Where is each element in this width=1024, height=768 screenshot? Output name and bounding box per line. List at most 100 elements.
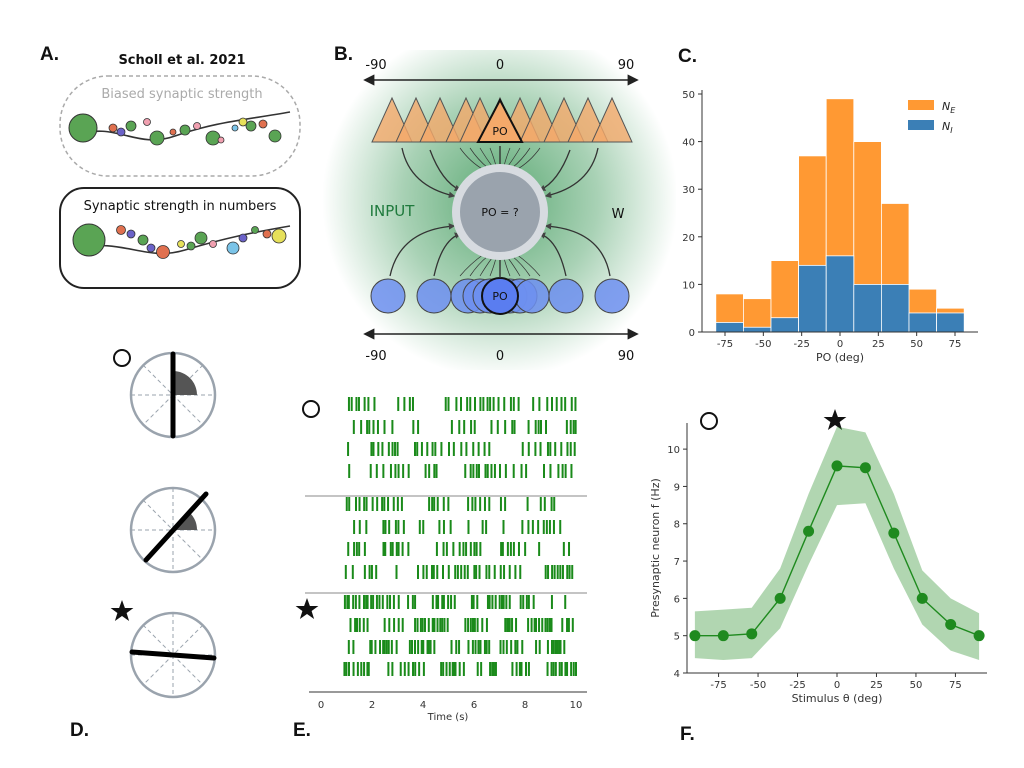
stimulus-vertical [129, 351, 217, 439]
tuning-y-tick-label: 4 [674, 669, 680, 680]
hist-xlabel: PO (deg) [816, 351, 864, 364]
hist-y-tick-label: 10 [682, 280, 695, 291]
panel-a-figure: Scholl et al. 2021 Biased synaptic stren… [59, 53, 301, 289]
tuning-star-icon [823, 409, 847, 430]
tuning-x-tick-label: 0 [834, 680, 840, 691]
histogram-bar-inh-6 [880, 283, 910, 333]
excitatory-po-label: PO [492, 125, 508, 138]
hist-y-tick-label: 0 [689, 328, 695, 339]
tuning-y-tick-label: 5 [674, 632, 680, 643]
hist-y-tick-label: 20 [682, 233, 695, 244]
hist-y-tick-label: 40 [682, 138, 695, 149]
panel-letter-b: B. [334, 44, 353, 65]
bottom-label-left: -90 [365, 349, 386, 364]
legend-swatch-0 [908, 100, 934, 110]
tuning-xlabel: Stimulus θ (deg) [792, 692, 883, 705]
histogram-bar-inh-4 [825, 255, 855, 333]
raster-star-icon [295, 598, 319, 619]
tuning-x-tick-label: 50 [910, 680, 923, 691]
hist-x-tick-label: 0 [837, 339, 843, 350]
tuning-x-tick-label: -75 [710, 680, 726, 691]
hist-x-tick-label: 75 [949, 339, 962, 350]
bottom-label-center: 0 [496, 349, 504, 364]
tuning-point-4 [803, 525, 815, 537]
excitatory-po-neuron [476, 97, 524, 143]
biased-strength-box [59, 75, 301, 177]
tuning-point-2 [746, 628, 758, 640]
circle-icon [113, 349, 131, 367]
bottom-label-right: 90 [618, 349, 635, 364]
tuning-point-3 [774, 592, 786, 604]
top-label-center: 0 [496, 58, 504, 73]
tuning-x-tick-label: 75 [949, 680, 962, 691]
hist-legend: NE NI [908, 100, 956, 135]
raster-tick-8: 8 [522, 700, 528, 711]
postsynaptic-neuron [452, 164, 548, 260]
tuning-curve: -75 -50 -25 0 25 50 75 4 5 6 7 8 9 10 Stimulus θ (deg)… [649, 409, 987, 705]
tuning-point-1 [717, 630, 729, 642]
histogram-bar-inh-1 [743, 326, 772, 333]
moon-icon [128, 470, 138, 490]
tuning-y-tick-label: 10 [667, 445, 680, 456]
tuning-point-10 [973, 630, 985, 642]
panel-letter-f: F. [680, 724, 695, 745]
tuning-point-7 [888, 527, 900, 539]
histogram-bar-inh-5 [853, 283, 882, 333]
hist-y-tick-label: 50 [682, 90, 695, 101]
raster-tick-0: 0 [318, 700, 324, 711]
tuning-y-tick-label: 6 [674, 594, 680, 605]
top-label-right: 90 [618, 58, 635, 73]
legend-label-0: NE [942, 100, 956, 115]
hist-x-tick-label: -75 [717, 339, 733, 350]
raster-tick-4: 4 [420, 700, 426, 711]
panel-letter-d: D. [70, 720, 89, 741]
synaptic-numbers-label: Synaptic strength in numbers [84, 199, 277, 214]
raster-xlabel: Time (s) [427, 712, 469, 723]
tuning-y-tick-label: 8 [674, 520, 680, 531]
panel-letter-e: E. [293, 720, 311, 741]
raster-spikes [343, 397, 577, 676]
tuning-point-9 [945, 618, 957, 630]
tuning-error-band [694, 426, 980, 660]
synapse-dots-1 [68, 113, 282, 146]
tuning-point-0 [689, 630, 701, 642]
stimulus-horizontal [129, 611, 217, 699]
hist-x-tick-label: -25 [793, 339, 809, 350]
synapse-dots-2 [72, 223, 287, 259]
hist-x-tick-label: 50 [910, 339, 923, 350]
panel-a-title: Scholl et al. 2021 [118, 53, 245, 68]
tuning-y-tick-label: 7 [674, 557, 680, 568]
raster-tick-2: 2 [369, 700, 375, 711]
histogram-bar-inh-2 [770, 317, 800, 333]
spike-raster: 0 2 4 6 8 10 Time (s) [295, 397, 587, 723]
tuning-moon-icon [781, 411, 791, 431]
panel-d-stimuli [110, 349, 217, 699]
panel-letter-a: A. [40, 44, 59, 65]
histogram-bar-inh-0 [715, 322, 744, 333]
raster-tick-6: 6 [471, 700, 477, 711]
input-label: INPUT [370, 202, 416, 220]
tuning-x-tick-label: -25 [789, 680, 805, 691]
top-label-left: -90 [365, 58, 386, 73]
raster-x-ticks: 0 2 4 6 8 10 [318, 700, 583, 711]
tuning-x-tick-label: 25 [870, 680, 883, 691]
synaptic-numbers-box [59, 187, 301, 289]
panel-letter-c: C. [678, 46, 697, 67]
tuning-point-6 [859, 462, 871, 474]
star-icon [110, 600, 134, 621]
tuning-ylabel: Presynaptic neuron f (Hz) [649, 478, 662, 618]
raster-tick-10: 10 [570, 700, 583, 711]
tuning-circle-icon [700, 412, 718, 430]
dendrite-line-1 [74, 111, 291, 141]
legend-swatch-1 [908, 120, 934, 130]
weight-label: W [612, 207, 625, 222]
tuning-point-8 [916, 592, 928, 604]
histogram-bar-inh-3 [798, 264, 827, 333]
connection-arrows [389, 147, 611, 277]
hist-y-tick-label: 30 [682, 185, 695, 196]
inhibitory-po-label: PO [492, 290, 508, 303]
stimulus-diagonal [129, 486, 217, 574]
legend-label-1: NI [942, 120, 953, 135]
postsynaptic-po-label: PO = ? [481, 206, 519, 219]
po-histogram: -75 -50 -25 0 25 50 75 0 10 20 30 40 50 PO (deg) NE NI [682, 90, 978, 364]
